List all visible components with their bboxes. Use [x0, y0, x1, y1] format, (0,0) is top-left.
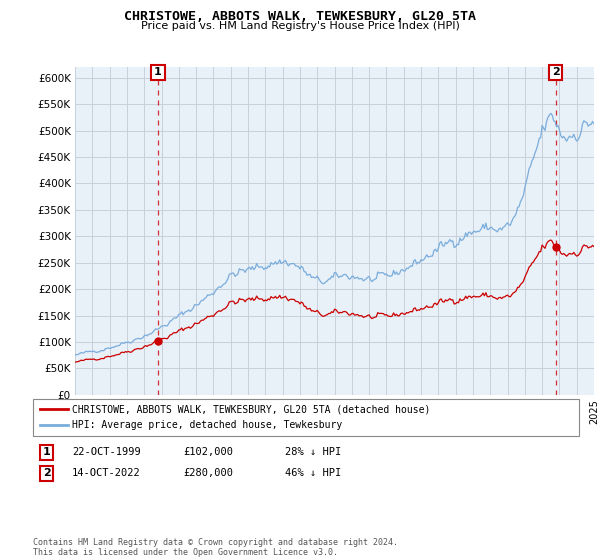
Text: 2: 2: [43, 468, 50, 478]
Text: CHRISTOWE, ABBOTS WALK, TEWKESBURY, GL20 5TA: CHRISTOWE, ABBOTS WALK, TEWKESBURY, GL20…: [124, 10, 476, 22]
Text: 22-OCT-1999: 22-OCT-1999: [72, 447, 141, 458]
Text: 1: 1: [43, 447, 50, 458]
Text: 46% ↓ HPI: 46% ↓ HPI: [285, 468, 341, 478]
Text: CHRISTOWE, ABBOTS WALK, TEWKESBURY, GL20 5TA (detached house): CHRISTOWE, ABBOTS WALK, TEWKESBURY, GL20…: [72, 404, 430, 414]
Text: 1: 1: [154, 68, 162, 77]
Text: 14-OCT-2022: 14-OCT-2022: [72, 468, 141, 478]
Text: 28% ↓ HPI: 28% ↓ HPI: [285, 447, 341, 458]
Text: HPI: Average price, detached house, Tewkesbury: HPI: Average price, detached house, Tewk…: [72, 420, 342, 430]
Text: 2: 2: [552, 68, 560, 77]
Text: Price paid vs. HM Land Registry's House Price Index (HPI): Price paid vs. HM Land Registry's House …: [140, 21, 460, 31]
Text: £280,000: £280,000: [183, 468, 233, 478]
Text: £102,000: £102,000: [183, 447, 233, 458]
Text: Contains HM Land Registry data © Crown copyright and database right 2024.
This d: Contains HM Land Registry data © Crown c…: [33, 538, 398, 557]
